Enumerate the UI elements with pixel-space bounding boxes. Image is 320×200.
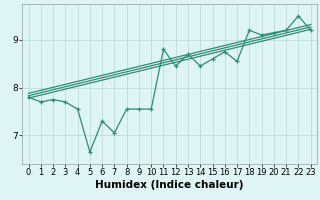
X-axis label: Humidex (Indice chaleur): Humidex (Indice chaleur)	[95, 180, 244, 190]
